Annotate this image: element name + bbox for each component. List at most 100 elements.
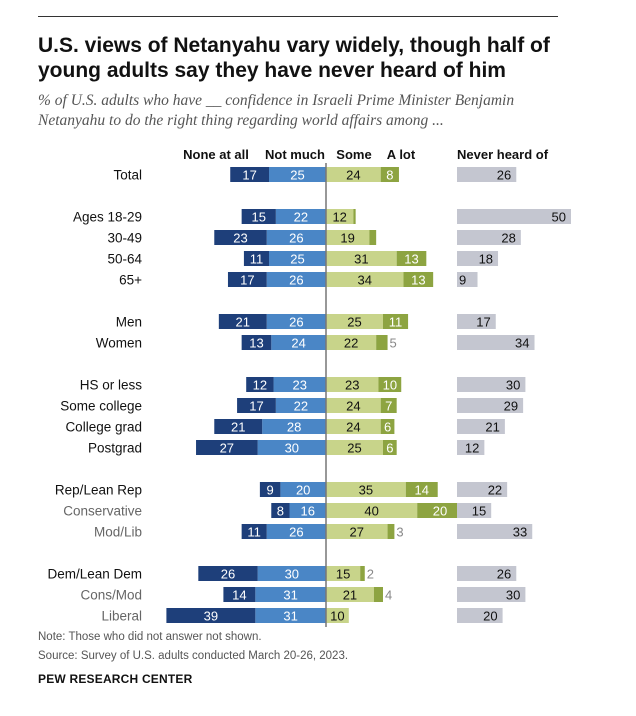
label-none-at-all: 17 [249,399,263,414]
label-not-much: 26 [289,525,303,540]
label-none-at-all: 15 [252,210,266,225]
header-not-much: Not much [265,147,325,162]
bar-some [326,587,374,602]
label-not-much: 22 [294,210,308,225]
label-none-at-all: 17 [240,273,254,288]
label-none-at-all: 27 [220,441,234,456]
row-label: Women [96,336,142,351]
label-not-much: 25 [290,252,304,267]
label-not-much: 31 [283,588,297,603]
bar-some [326,524,388,539]
row-label: Cons/Mod [80,588,142,603]
label-never-heard: 29 [504,399,518,414]
bar-some [326,482,406,497]
bar-never-heard [457,251,499,266]
source-text: Source: Survey of U.S. adults conducted … [38,650,349,662]
label-never-heard: 22 [488,483,502,498]
row-label: Conservative [63,504,142,519]
bar-some [326,377,379,392]
label-never-heard: 30 [506,588,520,603]
label-never-heard: 17 [476,315,490,330]
label-some: 15 [336,567,350,582]
label-not-much: 31 [283,609,297,624]
row-label: Ages 18-29 [73,210,142,225]
bar-never-heard [457,587,526,602]
label-never-heard: 12 [465,441,479,456]
row-label: Postgrad [88,441,142,456]
note-text: Note: Those who did not answer not shown… [38,631,262,643]
bar-never-heard [457,272,478,287]
bar-never-heard [457,209,571,224]
bar-a-lot [380,167,399,182]
chart-subtitle: % of U.S. adults who have __ confidence … [38,92,515,129]
bar-a-lot [383,440,397,455]
label-a-lot: 20 [433,504,447,519]
bar-none-at-all [243,251,269,266]
bar-a-lot [376,335,388,350]
label-not-much: 22 [294,399,308,414]
bar-never-heard [457,167,517,182]
label-none-at-all: 21 [236,315,250,330]
bar-a-lot [369,230,377,245]
bar-not-much [275,209,326,224]
label-none-at-all: 13 [249,336,263,351]
bar-none-at-all [227,272,267,287]
header-a-lot: A lot [387,147,416,162]
bar-never-heard [457,314,496,329]
label-a-lot: 13 [411,273,425,288]
label-a-lot: 5 [390,336,397,351]
bar-some [326,314,383,329]
row-label: 50-64 [107,252,142,267]
row-label: Liberal [101,609,142,624]
label-none-at-all: 8 [277,504,284,519]
label-some: 23 [345,378,359,393]
label-none-at-all: 21 [231,420,245,435]
top-rule [38,16,558,17]
label-none-at-all: 14 [232,588,246,603]
label-never-heard: 15 [472,504,486,519]
label-none-at-all: 11 [250,252,264,267]
label-not-much: 28 [287,420,301,435]
label-not-much: 23 [293,378,307,393]
bar-never-heard [457,608,503,623]
bar-not-much [280,482,326,497]
label-not-much: 30 [285,441,299,456]
bar-not-much [289,503,326,518]
bar-never-heard [457,398,524,413]
bar-not-much [271,335,326,350]
bar-none-at-all [198,566,258,581]
label-a-lot: 3 [396,525,403,540]
label-never-heard: 9 [459,273,466,288]
bar-not-much [266,272,326,287]
label-some: 10 [330,609,344,624]
bar-some [326,251,397,266]
bar-none-at-all [271,503,290,518]
label-some: 35 [359,483,373,498]
label-not-much: 30 [285,567,299,582]
label-some: 12 [332,210,346,225]
bar-a-lot [353,209,356,224]
bar-a-lot [378,377,402,392]
label-some: 40 [364,504,378,519]
row-label: Total [113,168,142,183]
bar-never-heard [457,377,526,392]
bar-never-heard [457,419,505,434]
bar-a-lot [380,419,395,434]
label-some: 22 [344,336,358,351]
label-never-heard: 33 [513,525,527,540]
brand-logo-text: PEW RESEARCH CENTER [38,672,193,686]
label-a-lot: 6 [386,441,393,456]
label-never-heard: 26 [497,168,511,183]
bar-never-heard [457,440,485,455]
label-not-much: 16 [301,504,315,519]
bar-not-much [257,566,326,581]
bar-not-much [262,419,326,434]
bar-never-heard [457,230,521,245]
bar-a-lot [383,314,409,329]
row-label: Some college [60,399,142,414]
bar-none-at-all [246,377,274,392]
header-none-at-all: None at all [183,147,249,162]
label-a-lot: 11 [389,315,403,330]
label-a-lot: 13 [404,252,418,267]
bar-a-lot [403,272,434,287]
